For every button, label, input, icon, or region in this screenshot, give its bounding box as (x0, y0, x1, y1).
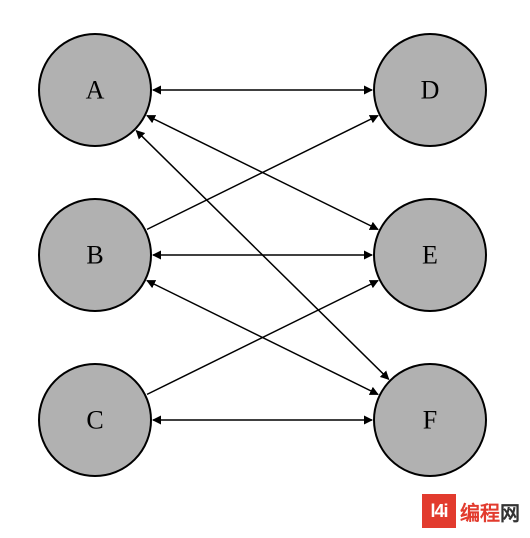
node-D: D (374, 34, 486, 146)
watermark: l4i 编程网 (422, 494, 520, 528)
node-label-A: A (86, 76, 105, 105)
watermark-logo: l4i (422, 494, 456, 528)
node-E: E (374, 199, 486, 311)
node-label-D: D (421, 76, 440, 105)
graph-canvas: A B C D E F (0, 0, 530, 538)
node-label-F: F (423, 406, 437, 435)
watermark-text: 编程网 (460, 497, 520, 526)
node-C: C (39, 364, 151, 476)
edges-layer (136, 90, 388, 420)
node-label-E: E (422, 241, 438, 270)
node-label-B: B (86, 241, 103, 270)
node-label-C: C (86, 406, 103, 435)
node-F: F (374, 364, 486, 476)
node-A: A (39, 34, 151, 146)
node-B: B (39, 199, 151, 311)
